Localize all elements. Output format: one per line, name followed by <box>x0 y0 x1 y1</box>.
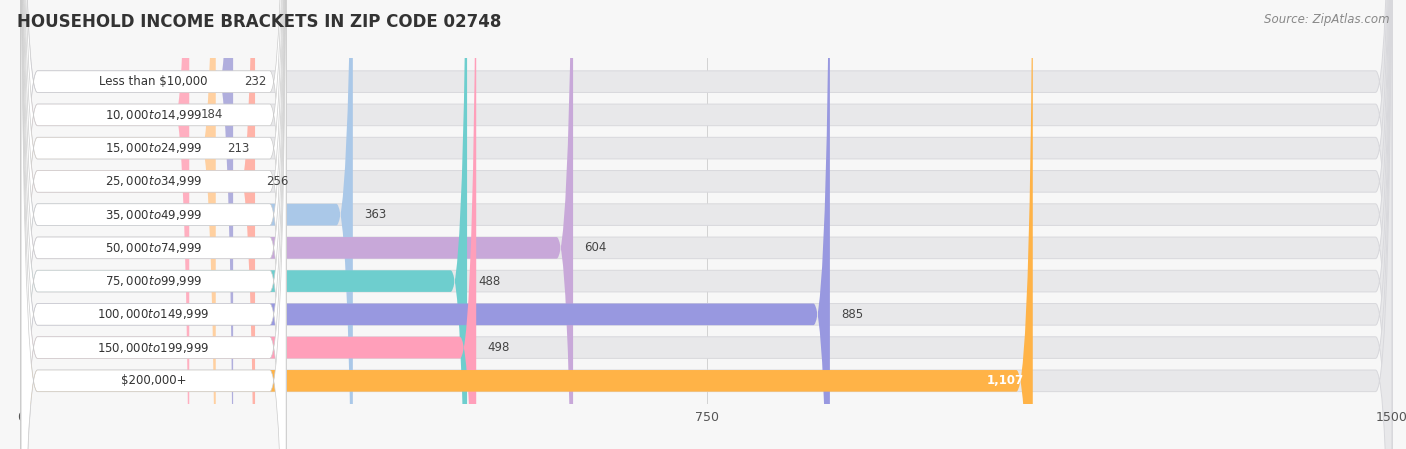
FancyBboxPatch shape <box>21 0 190 449</box>
FancyBboxPatch shape <box>21 0 287 449</box>
FancyBboxPatch shape <box>21 0 467 449</box>
Text: 885: 885 <box>841 308 863 321</box>
Text: $15,000 to $24,999: $15,000 to $24,999 <box>105 141 202 155</box>
FancyBboxPatch shape <box>21 0 287 449</box>
Text: $35,000 to $49,999: $35,000 to $49,999 <box>105 207 202 222</box>
Text: $25,000 to $34,999: $25,000 to $34,999 <box>105 174 202 189</box>
FancyBboxPatch shape <box>21 0 1392 449</box>
FancyBboxPatch shape <box>21 0 574 449</box>
Text: 213: 213 <box>226 141 249 154</box>
Text: 363: 363 <box>364 208 387 221</box>
FancyBboxPatch shape <box>21 0 1392 449</box>
FancyBboxPatch shape <box>21 0 233 449</box>
FancyBboxPatch shape <box>21 0 1392 449</box>
Text: 498: 498 <box>486 341 509 354</box>
FancyBboxPatch shape <box>21 0 287 449</box>
FancyBboxPatch shape <box>21 0 287 449</box>
FancyBboxPatch shape <box>21 0 287 449</box>
Text: 232: 232 <box>245 75 267 88</box>
FancyBboxPatch shape <box>21 0 1392 449</box>
Text: 1,107: 1,107 <box>987 374 1024 387</box>
Text: 256: 256 <box>266 175 288 188</box>
Text: $150,000 to $199,999: $150,000 to $199,999 <box>97 341 209 355</box>
FancyBboxPatch shape <box>21 0 287 449</box>
Text: 184: 184 <box>200 108 222 121</box>
FancyBboxPatch shape <box>21 0 254 449</box>
FancyBboxPatch shape <box>21 0 1392 449</box>
Text: 488: 488 <box>478 275 501 288</box>
FancyBboxPatch shape <box>21 0 1033 449</box>
FancyBboxPatch shape <box>21 0 830 449</box>
Text: $10,000 to $14,999: $10,000 to $14,999 <box>105 108 202 122</box>
FancyBboxPatch shape <box>21 0 1392 449</box>
FancyBboxPatch shape <box>21 0 287 449</box>
Text: HOUSEHOLD INCOME BRACKETS IN ZIP CODE 02748: HOUSEHOLD INCOME BRACKETS IN ZIP CODE 02… <box>17 13 502 31</box>
FancyBboxPatch shape <box>21 0 1392 449</box>
Text: Less than $10,000: Less than $10,000 <box>100 75 208 88</box>
FancyBboxPatch shape <box>21 0 1392 449</box>
FancyBboxPatch shape <box>21 0 477 449</box>
Text: 604: 604 <box>583 242 606 254</box>
Text: $100,000 to $149,999: $100,000 to $149,999 <box>97 308 209 321</box>
FancyBboxPatch shape <box>21 0 1392 449</box>
FancyBboxPatch shape <box>21 0 287 449</box>
FancyBboxPatch shape <box>21 0 287 449</box>
FancyBboxPatch shape <box>21 0 215 449</box>
Text: Source: ZipAtlas.com: Source: ZipAtlas.com <box>1264 13 1389 26</box>
Text: $200,000+: $200,000+ <box>121 374 187 387</box>
FancyBboxPatch shape <box>21 0 1392 449</box>
Text: $75,000 to $99,999: $75,000 to $99,999 <box>105 274 202 288</box>
FancyBboxPatch shape <box>21 0 287 449</box>
Text: $50,000 to $74,999: $50,000 to $74,999 <box>105 241 202 255</box>
FancyBboxPatch shape <box>21 0 353 449</box>
